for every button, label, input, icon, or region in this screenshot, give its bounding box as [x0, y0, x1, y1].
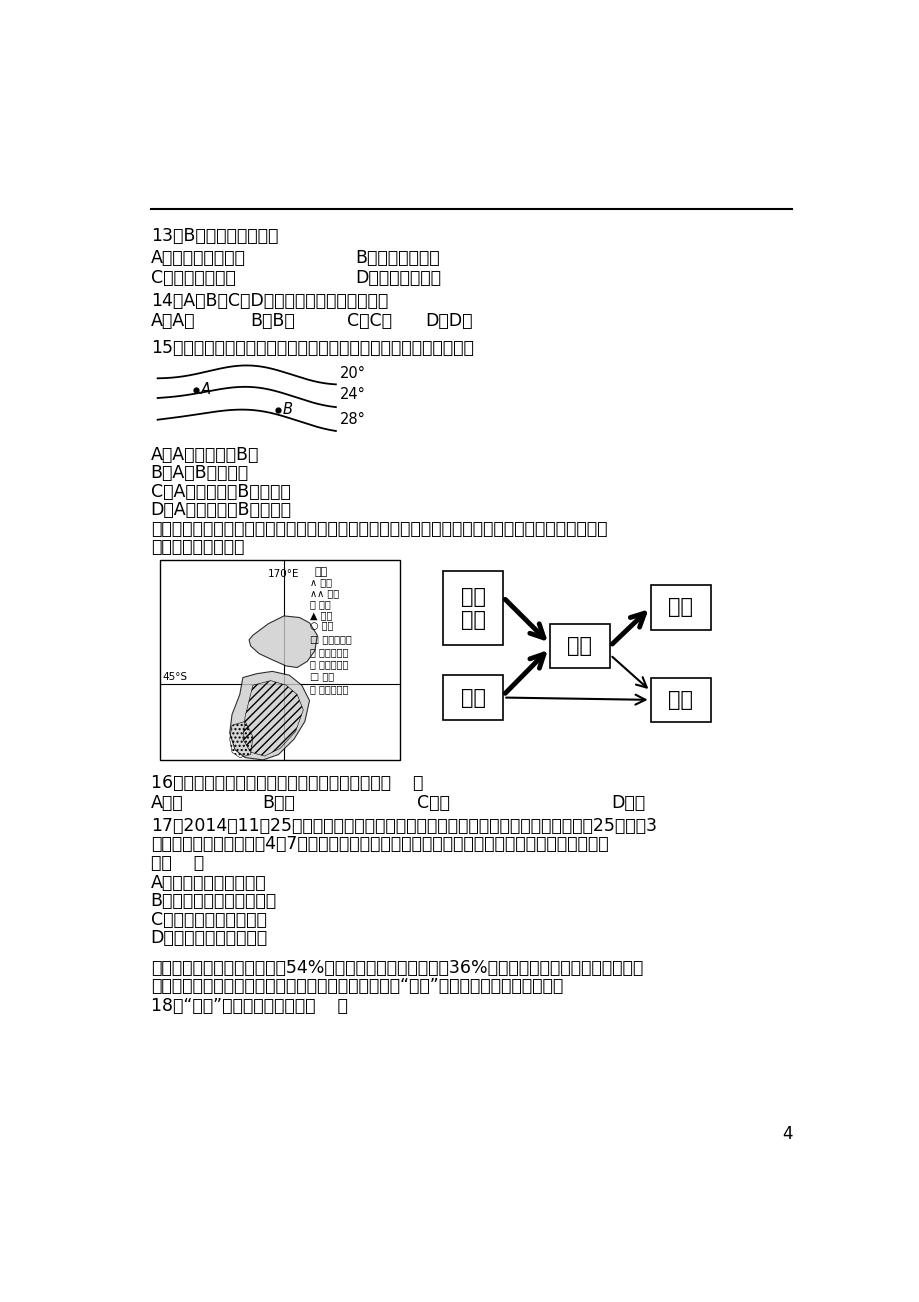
- Text: ∧ 河流: ∧ 河流: [309, 577, 331, 587]
- Text: 13．B地的气候类型为：: 13．B地的气候类型为：: [151, 227, 278, 245]
- Text: A．A地: A．A地: [151, 311, 195, 329]
- Text: A: A: [201, 381, 210, 397]
- Text: ⧨ 荒山荒滩地: ⧨ 荒山荒滩地: [309, 684, 347, 694]
- Text: ⧧ 绵羊肉养殖: ⧧ 绵羊肉养殖: [309, 647, 347, 656]
- Text: 45°S: 45°S: [162, 672, 187, 682]
- Text: D．温带海洋气候: D．温带海洋气候: [355, 268, 441, 286]
- Text: 牾畜: 牾畜: [567, 635, 592, 656]
- Text: ∧∧ 牧场: ∧∧ 牧场: [309, 589, 338, 598]
- Text: 17．2014年11月25日，伊利集团投资建设的全球最大的一体化乳业基地一期启动价式25日在图3: 17．2014年11月25日，伊利集团投资建设的全球最大的一体化乳业基地一期启动…: [151, 816, 656, 835]
- Text: 15．下图是北半球中纬度某地区七月等温线图，下列说法正确的是：: 15．下图是北半球中纬度某地区七月等温线图，下列说法正确的是：: [151, 340, 473, 358]
- Text: D．丁: D．丁: [610, 794, 644, 812]
- Text: C．温带大陆气候: C．温带大陆气候: [151, 268, 235, 286]
- Text: B: B: [282, 402, 292, 417]
- Text: A．A处气温低于B处: A．A处气温低于B处: [151, 445, 259, 464]
- Text: B．B地: B．B地: [250, 311, 295, 329]
- Bar: [442, 676, 503, 720]
- Text: 下左图为世界某区域图，右图为某农业生产流程图（粗箭头代表主要流向，细箭头代表次要流向），: 下左图为世界某区域图，右图为某农业生产流程图（粗箭头代表主要流向，细箭头代表次要…: [151, 519, 607, 538]
- Text: C．港口优良，交通便利: C．港口优良，交通便利: [151, 911, 267, 928]
- Text: A．甲: A．甲: [151, 794, 183, 812]
- Text: 16．右图表示的农业生产类型主要位于左图中的（    ）: 16．右图表示的农业生产类型主要位于左图中的（ ）: [151, 773, 423, 792]
- Text: 天然
牧草: 天然 牧草: [460, 586, 485, 630]
- Text: 14．A、B、C、D各地气温日较差最大的是：: 14．A、B、C、D各地气温日较差最大的是：: [151, 292, 388, 310]
- Text: 24°: 24°: [339, 388, 365, 402]
- Text: B．乳畜业发达，技术先进: B．乳畜业发达，技术先进: [151, 892, 277, 910]
- Text: 籍限制等因素成了身在城市却难以享受市民待遇的特殊“两栖”群体。据此完成下列各题。: 籍限制等因素成了身在城市却难以享受市民待遇的特殊“两栖”群体。据此完成下列各题。: [151, 976, 562, 995]
- Text: □ 森林: □ 森林: [309, 672, 334, 681]
- Bar: [650, 585, 710, 630]
- Text: B．温带季风气候: B．温带季风气候: [355, 249, 439, 267]
- Text: ⌢ 港湾: ⌢ 港湾: [309, 599, 330, 609]
- Text: D．地形平坦，地价低廉: D．地形平坦，地价低廉: [151, 930, 267, 948]
- Text: 20°: 20°: [339, 366, 366, 381]
- Text: ⧨ 小麦养殖业: ⧨ 小麦养殖业: [309, 659, 347, 669]
- Text: ○ 城镇: ○ 城镇: [309, 621, 333, 630]
- Text: C．丙: C．丙: [417, 794, 449, 812]
- Text: 4: 4: [781, 1125, 791, 1143]
- Text: 28°: 28°: [339, 411, 365, 427]
- Text: A．城市密集，市场广阔: A．城市密集，市场广阔: [151, 874, 266, 892]
- Polygon shape: [230, 672, 309, 760]
- Text: B．A、B气温相同: B．A、B气温相同: [151, 465, 248, 482]
- Text: 所示地区的某城市举行，4．7万吨奶粉产能的产品线正式投入生产。该基地建立的最主要区位优势: 所示地区的某城市举行，4．7万吨奶粉产能的产品线正式投入生产。该基地建立的最主要…: [151, 836, 607, 853]
- Text: D．D地: D．D地: [425, 311, 472, 329]
- Text: C．A处是海洋，B处是陆地: C．A处是海洋，B处是陆地: [151, 483, 290, 501]
- Bar: [650, 677, 710, 723]
- Text: ▲ 山峰: ▲ 山峰: [309, 609, 332, 620]
- Bar: [160, 560, 400, 760]
- Bar: [550, 624, 609, 668]
- Text: □ 乳肉畜牧场: □ 乳肉畜牧场: [309, 634, 351, 644]
- Text: B．乙: B．乙: [262, 794, 295, 812]
- Polygon shape: [249, 616, 317, 668]
- Text: 170°E: 170°E: [268, 569, 300, 579]
- Text: 我国常住人口城镇化率已达到54%，但户籍人口城镇化率仅为36%。这意味着两亿多进城农民工因户: 我国常住人口城镇化率已达到54%，但户籍人口城镇化率仅为36%。这意味着两亿多进…: [151, 958, 642, 976]
- Text: 图例: 图例: [314, 566, 328, 577]
- Bar: [442, 572, 503, 644]
- Text: 农家: 农家: [667, 690, 693, 710]
- Text: 市场: 市场: [667, 598, 693, 617]
- Text: C．C地: C．C地: [347, 311, 392, 329]
- Text: 作物: 作物: [460, 687, 485, 707]
- Text: 为（    ）: 为（ ）: [151, 854, 203, 872]
- Text: A．亚热带季风气候: A．亚热带季风气候: [151, 249, 245, 267]
- Text: 读图回答下列各题。: 读图回答下列各题。: [151, 538, 244, 556]
- Text: D．A处是陆地，B处是海洋: D．A处是陆地，B处是海洋: [151, 501, 291, 519]
- Text: 18．“两栖”群体产生的原因是（    ）: 18．“两栖”群体产生的原因是（ ）: [151, 997, 347, 1016]
